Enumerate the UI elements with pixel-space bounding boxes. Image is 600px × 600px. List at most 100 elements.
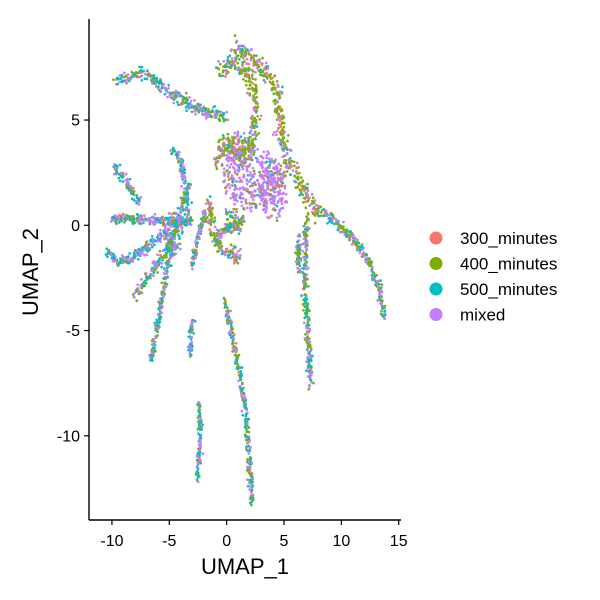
data-point xyxy=(235,179,239,183)
data-point xyxy=(209,201,213,205)
data-point xyxy=(189,223,193,227)
data-point xyxy=(305,215,308,218)
data-point xyxy=(245,91,249,95)
data-point xyxy=(188,182,192,186)
data-point xyxy=(138,65,141,69)
data-point xyxy=(242,53,246,57)
data-point xyxy=(133,249,137,252)
data-point xyxy=(240,409,244,413)
data-point xyxy=(257,131,261,135)
data-point xyxy=(154,220,158,224)
data-point xyxy=(197,401,200,404)
data-point xyxy=(156,334,159,337)
data-point xyxy=(127,255,130,258)
data-point xyxy=(194,244,198,247)
data-point xyxy=(211,240,214,243)
data-point xyxy=(248,190,251,194)
data-point xyxy=(297,260,301,264)
data-point xyxy=(226,175,230,178)
data-point xyxy=(229,215,232,219)
data-point xyxy=(280,117,284,121)
data-point xyxy=(227,146,231,149)
data-point xyxy=(280,108,284,112)
data-point xyxy=(218,239,222,243)
data-point xyxy=(255,87,258,91)
data-point xyxy=(263,174,267,178)
data-point xyxy=(228,221,232,225)
data-point xyxy=(169,216,172,219)
legend-label: 500_minutes xyxy=(460,280,557,299)
data-point xyxy=(183,213,187,216)
data-point xyxy=(380,294,383,298)
data-point xyxy=(272,92,276,96)
data-point xyxy=(377,283,381,286)
data-point xyxy=(308,345,312,349)
data-point xyxy=(144,248,148,252)
data-point xyxy=(249,135,252,139)
data-point xyxy=(305,297,309,301)
data-point xyxy=(145,278,149,281)
data-point xyxy=(313,214,317,217)
data-point xyxy=(172,101,176,105)
data-point xyxy=(247,452,251,455)
data-point xyxy=(350,243,354,246)
data-point xyxy=(355,246,359,250)
data-point xyxy=(305,311,309,315)
data-point xyxy=(249,497,253,501)
data-point xyxy=(316,212,319,215)
data-point xyxy=(262,204,266,207)
data-point xyxy=(119,216,123,220)
y-axis-ticks: -10 -5 0 5 xyxy=(57,113,89,445)
legend-marker xyxy=(429,308,443,321)
data-point xyxy=(248,203,252,206)
data-point xyxy=(307,350,311,354)
data-point xyxy=(209,204,212,208)
data-point xyxy=(299,176,303,179)
data-point xyxy=(284,159,288,162)
data-point xyxy=(125,182,129,185)
data-point xyxy=(164,226,167,230)
data-point xyxy=(137,218,141,222)
data-point xyxy=(182,96,185,100)
data-point xyxy=(279,138,283,142)
data-point xyxy=(179,211,183,215)
data-point xyxy=(228,253,232,257)
data-point xyxy=(309,378,313,382)
data-point xyxy=(150,269,153,272)
data-point xyxy=(215,167,219,171)
data-point xyxy=(245,206,249,210)
data-point xyxy=(282,121,286,125)
data-point xyxy=(238,180,241,184)
data-point xyxy=(158,257,162,260)
data-point xyxy=(252,54,256,57)
data-point xyxy=(187,330,191,333)
data-point xyxy=(271,171,275,175)
data-point xyxy=(148,216,151,220)
data-point xyxy=(355,238,359,242)
data-point xyxy=(275,167,278,171)
data-point xyxy=(178,237,181,241)
data-point xyxy=(236,61,240,65)
data-point xyxy=(128,177,132,181)
data-point xyxy=(185,223,189,227)
data-point xyxy=(252,153,256,157)
data-point xyxy=(243,433,247,437)
data-point xyxy=(199,418,202,422)
data-point xyxy=(145,253,149,257)
data-point xyxy=(190,110,194,114)
data-point xyxy=(281,181,285,185)
data-point xyxy=(183,101,187,105)
data-point xyxy=(306,284,310,288)
data-point xyxy=(272,189,276,193)
data-point xyxy=(308,204,311,208)
data-point xyxy=(128,259,131,263)
data-point xyxy=(282,161,286,165)
data-point xyxy=(319,211,323,214)
data-point xyxy=(244,420,248,423)
data-point xyxy=(258,202,262,206)
data-point xyxy=(160,262,164,265)
y-tick-label: -10 xyxy=(57,428,80,445)
data-point xyxy=(219,228,223,232)
data-point xyxy=(245,57,249,61)
data-point xyxy=(295,161,299,165)
